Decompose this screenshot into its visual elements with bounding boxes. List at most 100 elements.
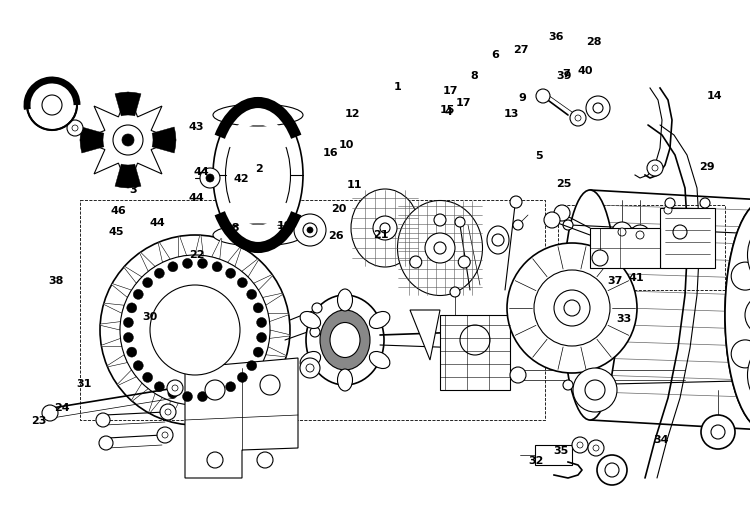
- Polygon shape: [185, 358, 298, 478]
- Polygon shape: [100, 322, 121, 330]
- Circle shape: [585, 380, 605, 400]
- Circle shape: [27, 80, 77, 130]
- Text: 20: 20: [332, 204, 346, 214]
- Circle shape: [182, 391, 193, 402]
- Circle shape: [182, 259, 193, 268]
- Circle shape: [306, 364, 314, 372]
- Ellipse shape: [398, 201, 482, 295]
- Circle shape: [700, 198, 710, 208]
- Circle shape: [197, 391, 208, 402]
- Polygon shape: [101, 339, 122, 347]
- Circle shape: [96, 413, 110, 427]
- Circle shape: [588, 440, 604, 456]
- Circle shape: [200, 168, 220, 188]
- Circle shape: [612, 222, 632, 242]
- Circle shape: [312, 303, 322, 313]
- Text: 17: 17: [456, 97, 471, 108]
- Circle shape: [577, 442, 583, 448]
- Circle shape: [154, 382, 164, 392]
- Text: 2: 2: [255, 164, 262, 174]
- Circle shape: [593, 103, 603, 113]
- Polygon shape: [211, 239, 222, 259]
- Text: 24: 24: [54, 403, 69, 413]
- Polygon shape: [140, 252, 155, 271]
- Circle shape: [294, 214, 326, 246]
- Circle shape: [172, 385, 178, 391]
- Circle shape: [212, 262, 222, 272]
- Circle shape: [652, 165, 658, 171]
- Circle shape: [206, 174, 214, 182]
- Polygon shape: [80, 92, 176, 188]
- Circle shape: [113, 125, 143, 155]
- Text: 9: 9: [519, 93, 526, 104]
- Circle shape: [162, 432, 168, 438]
- Text: 38: 38: [49, 276, 64, 286]
- Circle shape: [510, 367, 526, 383]
- Circle shape: [425, 233, 455, 263]
- Text: 44: 44: [194, 167, 208, 177]
- Polygon shape: [220, 398, 232, 418]
- Circle shape: [636, 231, 644, 239]
- Circle shape: [592, 250, 608, 266]
- Circle shape: [212, 388, 222, 398]
- Ellipse shape: [487, 226, 509, 254]
- Circle shape: [303, 223, 317, 237]
- Polygon shape: [590, 228, 660, 268]
- Text: 12: 12: [345, 109, 360, 119]
- Polygon shape: [248, 377, 266, 394]
- Circle shape: [554, 290, 590, 326]
- Polygon shape: [266, 347, 286, 357]
- Circle shape: [254, 347, 263, 357]
- Circle shape: [124, 318, 134, 327]
- Circle shape: [300, 358, 320, 378]
- Circle shape: [373, 216, 397, 240]
- Circle shape: [256, 332, 266, 343]
- Circle shape: [458, 256, 470, 268]
- Circle shape: [731, 262, 750, 290]
- Circle shape: [544, 212, 560, 228]
- Circle shape: [307, 227, 313, 233]
- Text: 22: 22: [190, 250, 205, 261]
- Text: 37: 37: [608, 276, 622, 286]
- Polygon shape: [259, 363, 278, 377]
- Polygon shape: [203, 403, 211, 424]
- Text: 40: 40: [578, 66, 592, 76]
- Circle shape: [593, 445, 599, 451]
- Circle shape: [573, 368, 617, 412]
- Polygon shape: [178, 236, 187, 257]
- Ellipse shape: [306, 295, 384, 385]
- Ellipse shape: [370, 351, 390, 368]
- Text: 25: 25: [556, 179, 572, 189]
- Text: 43: 43: [189, 122, 204, 132]
- Polygon shape: [187, 405, 195, 425]
- Circle shape: [745, 295, 750, 335]
- Ellipse shape: [351, 189, 419, 267]
- Circle shape: [157, 427, 173, 443]
- Circle shape: [205, 380, 225, 400]
- Text: 7: 7: [562, 69, 570, 80]
- Circle shape: [570, 110, 586, 126]
- Circle shape: [127, 347, 136, 357]
- Polygon shape: [440, 315, 510, 390]
- Text: 6: 6: [491, 50, 499, 61]
- Polygon shape: [195, 235, 203, 255]
- Circle shape: [154, 268, 164, 278]
- Text: 17: 17: [442, 86, 458, 96]
- Polygon shape: [131, 383, 148, 401]
- Circle shape: [534, 270, 610, 346]
- Circle shape: [160, 404, 176, 420]
- Circle shape: [380, 223, 390, 233]
- Circle shape: [165, 409, 171, 415]
- Ellipse shape: [300, 351, 320, 368]
- Text: 28: 28: [586, 37, 602, 47]
- Polygon shape: [112, 284, 131, 298]
- Text: 23: 23: [32, 416, 46, 426]
- Circle shape: [256, 318, 266, 327]
- Circle shape: [434, 214, 446, 226]
- Circle shape: [134, 289, 143, 300]
- Text: 34: 34: [654, 435, 669, 445]
- Circle shape: [226, 382, 236, 392]
- Circle shape: [150, 285, 240, 375]
- Circle shape: [711, 425, 725, 439]
- Ellipse shape: [338, 369, 352, 391]
